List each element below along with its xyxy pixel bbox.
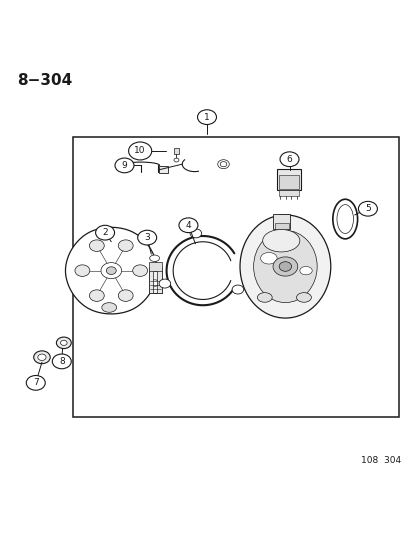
- Ellipse shape: [26, 375, 45, 390]
- Ellipse shape: [149, 255, 159, 262]
- Text: 8: 8: [59, 357, 64, 366]
- Ellipse shape: [253, 230, 316, 303]
- Polygon shape: [65, 228, 157, 314]
- Text: 4: 4: [185, 221, 191, 230]
- Ellipse shape: [197, 110, 216, 125]
- Ellipse shape: [138, 230, 156, 245]
- Ellipse shape: [278, 262, 291, 271]
- Ellipse shape: [260, 253, 276, 264]
- Ellipse shape: [257, 293, 271, 302]
- Bar: [149, 266, 153, 293]
- Ellipse shape: [102, 303, 116, 312]
- Text: 6: 6: [286, 155, 292, 164]
- Text: 108  304: 108 304: [360, 456, 400, 465]
- Ellipse shape: [299, 266, 311, 275]
- Bar: [73, 136, 398, 417]
- Bar: [158, 166, 167, 173]
- Ellipse shape: [272, 257, 297, 276]
- Ellipse shape: [240, 215, 330, 318]
- Ellipse shape: [89, 240, 104, 252]
- Ellipse shape: [118, 240, 133, 252]
- Ellipse shape: [217, 160, 229, 168]
- Ellipse shape: [279, 152, 298, 167]
- Ellipse shape: [95, 225, 114, 240]
- Text: 2: 2: [102, 228, 108, 237]
- Ellipse shape: [52, 354, 71, 369]
- Text: 8−304: 8−304: [17, 74, 72, 88]
- Polygon shape: [173, 242, 230, 300]
- Text: 9: 9: [121, 161, 127, 170]
- Text: 7: 7: [33, 378, 38, 387]
- Bar: [278, 190, 299, 196]
- Ellipse shape: [296, 293, 311, 302]
- Ellipse shape: [56, 337, 71, 349]
- Ellipse shape: [159, 279, 170, 288]
- Ellipse shape: [33, 351, 50, 364]
- Ellipse shape: [38, 354, 46, 360]
- Ellipse shape: [133, 265, 147, 277]
- Ellipse shape: [336, 205, 353, 233]
- Text: 5: 5: [364, 204, 370, 213]
- Bar: [173, 148, 178, 154]
- Bar: [276, 169, 300, 190]
- Ellipse shape: [173, 158, 178, 162]
- Ellipse shape: [115, 158, 134, 173]
- Text: 3: 3: [144, 233, 150, 242]
- Ellipse shape: [220, 161, 226, 167]
- Ellipse shape: [358, 201, 377, 216]
- Ellipse shape: [75, 265, 90, 277]
- Text: 1: 1: [204, 112, 209, 122]
- Ellipse shape: [106, 267, 116, 274]
- Bar: [278, 175, 299, 189]
- Bar: [157, 266, 161, 293]
- Ellipse shape: [232, 285, 243, 294]
- Bar: [274, 223, 288, 229]
- Text: 10: 10: [134, 147, 145, 156]
- Ellipse shape: [262, 230, 299, 252]
- Ellipse shape: [89, 290, 104, 301]
- Ellipse shape: [190, 229, 201, 238]
- Ellipse shape: [178, 218, 197, 232]
- Ellipse shape: [101, 263, 121, 279]
- Ellipse shape: [128, 142, 151, 160]
- Bar: [149, 271, 161, 293]
- Bar: [149, 262, 161, 271]
- Ellipse shape: [118, 290, 133, 301]
- Bar: [272, 214, 290, 229]
- Ellipse shape: [149, 280, 159, 286]
- Ellipse shape: [60, 340, 67, 345]
